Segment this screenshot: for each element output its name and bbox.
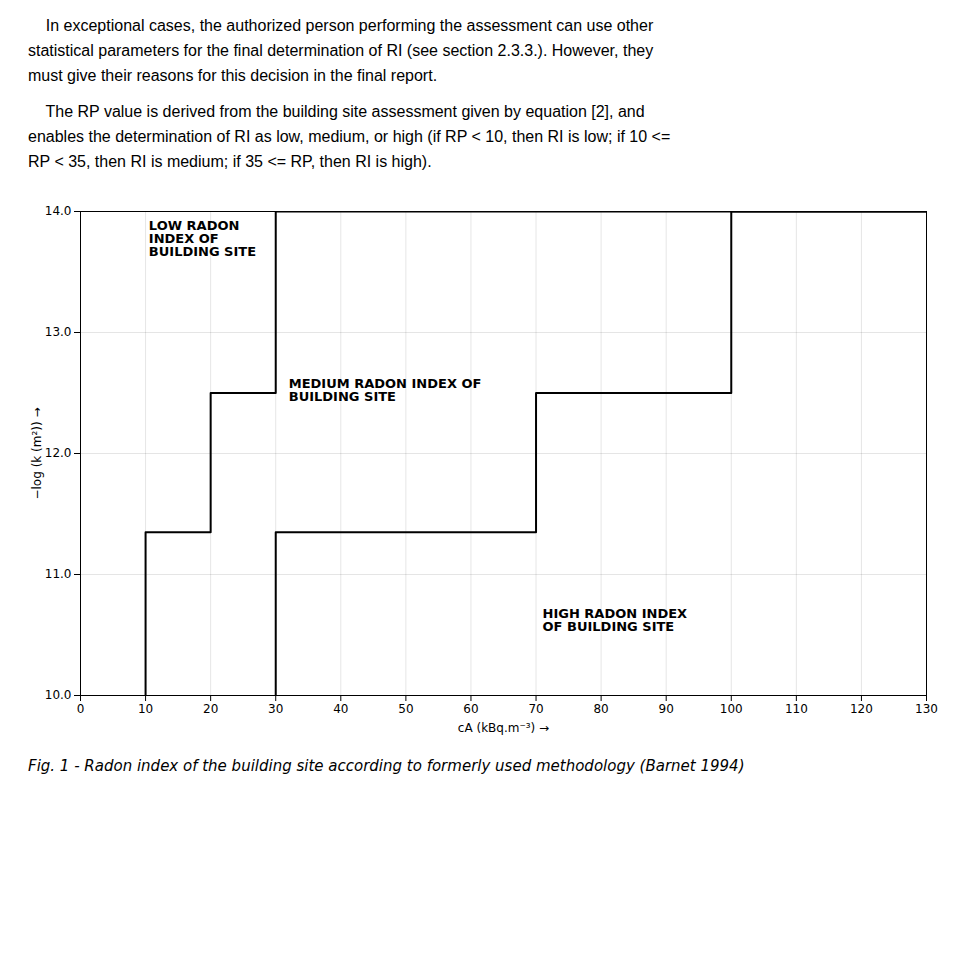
- svg-text:120: 120: [850, 702, 873, 716]
- svg-text:13.0: 13.0: [45, 325, 72, 339]
- svg-text:70: 70: [528, 702, 543, 716]
- html-text:The RP value is derived from t: The RP value is derived from the buildin…: [28, 103, 671, 170]
- svg-text:10: 10: [138, 702, 153, 716]
- svg-text:−log (k (m²)) →: −log (k (m²)) →: [30, 407, 44, 499]
- svg-text:LOW RADONINDEX OFBUILDING SITE: LOW RADONINDEX OFBUILDING SITE: [149, 218, 256, 259]
- svg-text:0: 0: [77, 702, 85, 716]
- svg-text:20: 20: [203, 702, 218, 716]
- svg-text:HIGH RADON INDEXOF BUILDING SI: HIGH RADON INDEXOF BUILDING SITE: [543, 605, 688, 633]
- svg-text:cA (kBq.m⁻³) →: cA (kBq.m⁻³) →: [458, 720, 549, 734]
- svg-text:40: 40: [333, 702, 348, 716]
- svg-text:12.0: 12.0: [45, 446, 72, 460]
- svg-text:110: 110: [785, 702, 808, 716]
- svg-text:14.0: 14.0: [45, 204, 72, 218]
- svg-text:100: 100: [720, 702, 743, 716]
- html-text:Fig. 1 - Radon index of the bu: Fig. 1 - Radon index of the building sit…: [28, 756, 745, 775]
- svg-text:30: 30: [268, 702, 283, 716]
- svg-text:10.0: 10.0: [45, 688, 72, 702]
- svg-text:90: 90: [659, 702, 674, 716]
- svg-text:MEDIUM RADON INDEX OFBUILDING: MEDIUM RADON INDEX OFBUILDING SITE: [289, 375, 482, 403]
- html-text:In exceptional cases, the auth: In exceptional cases, the authorized per…: [28, 17, 654, 84]
- svg-text:50: 50: [398, 702, 413, 716]
- svg-text:80: 80: [593, 702, 608, 716]
- svg-text:11.0: 11.0: [45, 567, 72, 581]
- svg-text:130: 130: [915, 702, 938, 716]
- svg-text:60: 60: [463, 702, 478, 716]
